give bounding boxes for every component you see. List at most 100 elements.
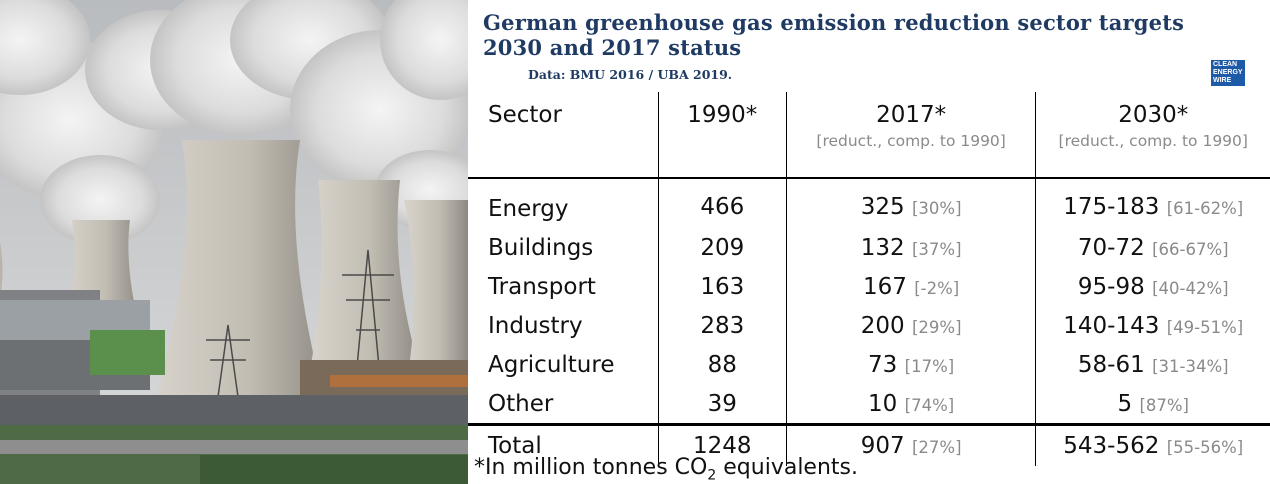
header-label: 2017*	[876, 102, 947, 128]
header-sublabel: [reduct., comp. to 1990]	[1058, 132, 1248, 150]
header-2030: 2030* [reduct., comp. to 1990]	[1035, 92, 1270, 179]
value-1990: 466	[700, 193, 745, 220]
emissions-table: Sector 1990* 2017* [reduct., comp. to 199…	[468, 92, 1270, 466]
value-2017-cell: 73 [17%]	[785, 345, 1036, 384]
value-2017-cell: 200 [29%]	[785, 306, 1036, 345]
footnote-subscript: 2	[707, 467, 717, 484]
value-2030: 5	[1117, 390, 1133, 417]
value-2017: 907	[860, 433, 905, 459]
reduction-2030: [66-67%]	[1152, 239, 1229, 259]
logo-line-1: CLEAN	[1213, 61, 1238, 68]
value-2030: 95-98	[1077, 273, 1145, 300]
value-1990-cell: 283	[657, 306, 787, 345]
footnote-tail: equivalents.	[716, 455, 858, 480]
value-2017-cell: 325 [30%]	[785, 178, 1036, 228]
reduction-2017: [74%]	[904, 395, 955, 415]
value-2030: 543-562	[1063, 433, 1160, 459]
total-row: Total 1248 907 [27%] 543-562 [55-56%]	[468, 423, 1270, 466]
value-2030-cell: 70-72 [66-67%]	[1035, 228, 1270, 267]
sector-cell: Agriculture	[468, 345, 658, 384]
value-1990-cell: 466	[657, 178, 787, 228]
table-row: Energy 466 325 [30%] 175-183 [61-62%]	[468, 178, 1270, 228]
value-1990: 88	[707, 351, 737, 378]
value-2017: 73	[868, 351, 898, 378]
value-1990: 283	[700, 312, 745, 339]
sector-name: Buildings	[488, 234, 594, 261]
value-2030-cell: 95-98 [40-42%]	[1035, 267, 1270, 306]
header-2017: 2017* [reduct., comp. to 1990]	[785, 92, 1036, 179]
logo-line-3: WIRE	[1213, 77, 1232, 84]
value-2030-cell: 5 [87%]	[1035, 384, 1270, 425]
value-2017: 10	[868, 390, 898, 417]
logo-line-2: ENERGY	[1213, 69, 1243, 76]
reduction-2017: [-2%]	[914, 278, 960, 298]
value-1990: 1248	[692, 433, 752, 459]
value-1990-cell: 163	[657, 267, 787, 306]
value-1990: 163	[700, 273, 745, 300]
sector-name: Industry	[488, 312, 583, 339]
reduction-2030: [87%]	[1139, 395, 1189, 415]
table-row: Transport 163 167 [-2%] 95-98 [40-42%]	[468, 267, 1270, 306]
reduction-2030: [40-42%]	[1152, 278, 1229, 298]
chart-title: German greenhouse gas emission reduction…	[483, 10, 1185, 60]
power-plant-photo	[0, 0, 468, 484]
emissions-panel: German greenhouse gas emission reduction…	[468, 0, 1270, 484]
value-2030-cell: 140-143 [49-51%]	[1035, 306, 1270, 345]
footnote-text: *In million tonnes CO	[474, 455, 708, 480]
reduction-2017: [27%]	[911, 438, 962, 457]
value-2017: 325	[860, 193, 905, 220]
sector-cell: Transport	[468, 267, 658, 306]
value-2030: 140-143	[1063, 312, 1160, 339]
header-sector: Sector	[468, 92, 659, 179]
reduction-2030: [61-62%]	[1166, 198, 1244, 218]
data-source: Data: BMU 2016 / UBA 2019.	[528, 67, 733, 82]
sector-name: Total	[488, 433, 542, 459]
table-header-row: Sector 1990* 2017* [reduct., comp. to 199…	[468, 92, 1270, 179]
table-row: Industry 283 200 [29%] 140-143 [49-51%]	[468, 306, 1270, 345]
value-2017: 200	[860, 312, 905, 339]
footnote: *In million tonnes CO2 equivalents.	[474, 455, 858, 483]
value-2017-cell: 907 [27%]	[785, 423, 1036, 466]
value-2017: 132	[860, 234, 905, 261]
header-sublabel: [reduct., comp. to 1990]	[816, 132, 1006, 150]
table-row: Agriculture 88 73 [17%] 58-61 [31-34%]	[468, 345, 1270, 384]
sector-cell: Buildings	[468, 228, 658, 267]
value-2017-cell: 167 [-2%]	[785, 267, 1036, 306]
table-row: Buildings 209 132 [37%] 70-72 [66-67%]	[468, 228, 1270, 267]
table-row: Other 39 10 [74%] 5 [87%]	[468, 384, 1270, 425]
reduction-2017: [37%]	[911, 239, 962, 259]
value-1990-cell: 39	[657, 384, 787, 425]
value-2030-cell: 543-562 [55-56%]	[1035, 423, 1270, 466]
reduction-2017: [17%]	[904, 356, 955, 376]
header-label: 2030*	[1118, 102, 1189, 128]
sector-cell: Energy	[468, 178, 658, 228]
value-2030-cell: 58-61 [31-34%]	[1035, 345, 1270, 384]
value-1990-cell: 1248	[657, 423, 787, 466]
sector-name: Agriculture	[488, 351, 615, 378]
reduction-2030: [49-51%]	[1166, 317, 1244, 337]
reduction-2030: [55-56%]	[1166, 438, 1244, 457]
value-1990-cell: 209	[657, 228, 787, 267]
value-1990: 39	[707, 390, 737, 417]
reduction-2017: [29%]	[911, 317, 962, 337]
sector-cell: Total	[468, 423, 659, 466]
reduction-2030: [31-34%]	[1152, 356, 1229, 376]
clean-energy-wire-logo: CLEAN ENERGY WIRE	[1211, 60, 1245, 86]
value-2017-cell: 10 [74%]	[785, 384, 1036, 425]
value-1990: 209	[700, 234, 745, 261]
header-label: Sector	[488, 102, 562, 128]
reduction-2017: [30%]	[911, 198, 962, 218]
sector-cell: Other	[468, 384, 658, 425]
sector-cell: Industry	[468, 306, 658, 345]
value-2030: 175-183	[1063, 193, 1160, 220]
sector-name: Energy	[488, 195, 569, 222]
value-2030: 70-72	[1077, 234, 1145, 261]
value-1990-cell: 88	[657, 345, 787, 384]
sector-name: Other	[488, 390, 554, 417]
value-2017-cell: 132 [37%]	[785, 228, 1036, 267]
header-label: 1990*	[687, 102, 758, 128]
value-2017: 167	[863, 273, 907, 300]
header-1990: 1990*	[657, 92, 787, 179]
value-2030-cell: 175-183 [61-62%]	[1035, 178, 1270, 228]
sector-name: Transport	[488, 273, 596, 300]
